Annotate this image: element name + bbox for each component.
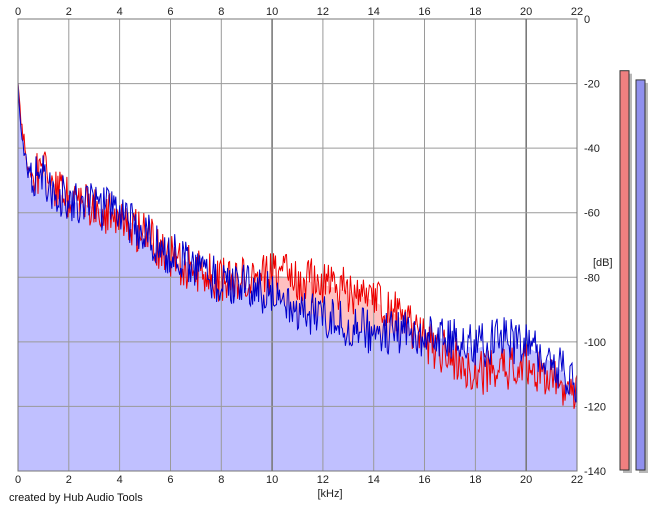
x-tick-label-bottom: 20: [520, 474, 532, 486]
x-tick-label-top: 4: [117, 6, 123, 18]
x-tick-label-bottom: 14: [368, 474, 380, 486]
x-tick-label-top: 10: [266, 6, 278, 18]
x-tick-label-top: 22: [571, 6, 583, 18]
y-tick-label: -40: [584, 143, 600, 155]
x-tick-label-bottom: 12: [317, 474, 329, 486]
x-tick-label-top: 0: [15, 6, 21, 18]
x-axis-label: [kHz]: [317, 488, 342, 500]
x-tick-label-top: 8: [218, 6, 224, 18]
y-tick-label: -60: [584, 208, 600, 220]
x-tick-label-top: 16: [418, 6, 430, 18]
level-meter-right: [635, 79, 646, 471]
y-tick-label: -80: [584, 272, 600, 284]
x-tick-label-bottom: 4: [117, 474, 123, 486]
x-tick-label-bottom: 0: [15, 474, 21, 486]
plot-border: [17, 18, 578, 472]
y-tick-label: -20: [584, 79, 600, 91]
x-tick-label-bottom: 16: [418, 474, 430, 486]
spectrum-lines: [17, 82, 578, 409]
x-tick-label-top: 14: [368, 6, 380, 18]
series-line-blue: [17, 82, 578, 403]
y-tick-label: -100: [584, 337, 606, 349]
plot-frame: [17, 18, 578, 472]
x-tick-label-bottom: 22: [571, 474, 583, 486]
x-tick-label-bottom: 6: [167, 474, 173, 486]
spectrum-fill: [18, 84, 577, 471]
x-tick-label-top: 2: [66, 6, 72, 18]
x-tick-label-top: 12: [317, 6, 329, 18]
grid-lines: [17, 18, 578, 472]
series-line-red: [17, 82, 578, 409]
x-tick-label-top: 20: [520, 6, 532, 18]
y-tick-label: 0: [584, 14, 590, 26]
x-axis-top: 0 2 4 6 8 10 12 14 16 18 20 22: [15, 6, 583, 18]
spectrum-area-blue: [18, 91, 577, 471]
x-tick-label-bottom: 8: [218, 474, 224, 486]
x-tick-label-bottom: 18: [469, 474, 481, 486]
x-tick-label-bottom: 2: [66, 474, 72, 486]
y-tick-label: -140: [584, 466, 606, 478]
level-meters: [619, 70, 648, 473]
y-axis-right: 0 -20 -40 -60 -80 -100 -120 -140: [584, 14, 606, 478]
x-axis-bottom: 0 2 4 6 8 10 12 14 16 18 20 22: [15, 474, 583, 486]
x-tick-label-bottom: 10: [266, 474, 278, 486]
y-tick-label: -120: [584, 401, 606, 413]
x-tick-label-top: 18: [469, 6, 481, 18]
x-tick-label-top: 6: [167, 6, 173, 18]
credit-text: created by Hub Audio Tools: [9, 492, 143, 504]
level-meter-left: [619, 70, 630, 471]
y-axis-label: [dB]: [593, 257, 613, 269]
